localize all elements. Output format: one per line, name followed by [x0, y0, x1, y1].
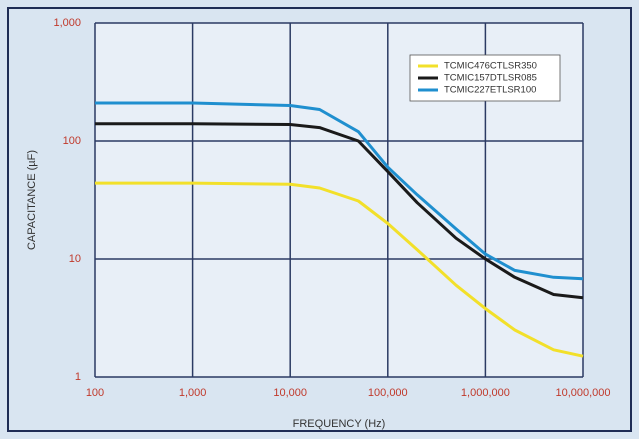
x-tick-label: 10,000,000 — [555, 387, 610, 399]
frame — [7, 7, 632, 432]
x-tick-label: 100,000 — [368, 387, 408, 399]
x-axis-label: FREQUENCY (Hz) — [293, 418, 386, 430]
y-tick-label: 100 — [63, 135, 81, 147]
y-axis-label: CAPACITANCE (µF) — [26, 150, 38, 250]
x-tick-label: 1,000,000 — [461, 387, 510, 399]
y-tick-label: 10 — [69, 253, 81, 265]
x-tick-label: 1,000 — [179, 387, 207, 399]
y-tick-label: 1,000 — [53, 17, 81, 29]
line — [95, 181, 584, 358]
line — [95, 101, 584, 281]
x-tick-label: 100 — [86, 387, 104, 399]
legend-label: TCMIC157DTLSR085 — [444, 73, 537, 84]
y-tick-label: 1 — [75, 371, 81, 383]
x-tick-label: 10,000 — [273, 387, 307, 399]
legend-label: TCMIC227ETLSR100 — [444, 85, 536, 96]
legend-label: TCMIC476CTLSR350 — [444, 61, 537, 72]
line — [95, 122, 584, 300]
